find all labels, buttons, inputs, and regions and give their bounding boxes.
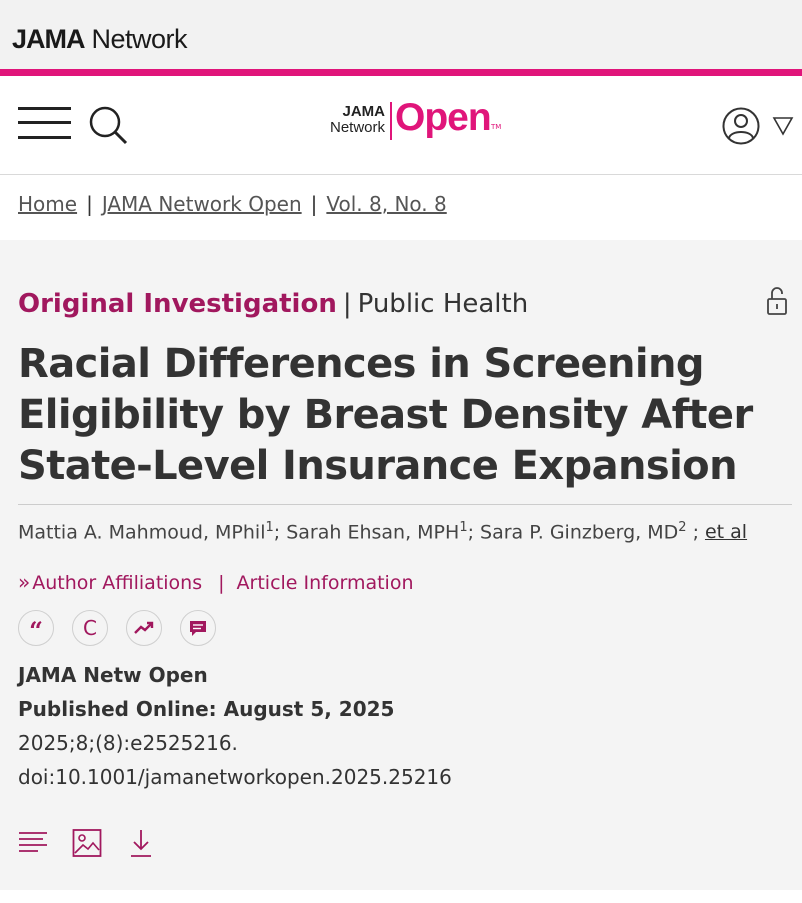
article-type[interactable]: Original Investigation — [18, 289, 337, 319]
breadcrumb-home[interactable]: Home — [18, 192, 78, 216]
site-header: JAMA Network Open TM — [0, 76, 802, 175]
breadcrumb-separator: | — [310, 192, 318, 216]
open-access-unlock-icon — [766, 285, 788, 317]
metrics-trend-icon[interactable] — [126, 610, 162, 646]
cite-glyph: “ — [29, 616, 43, 645]
network-brand-bar: JAMA Network — [0, 0, 802, 69]
logo-line1: JAMA — [342, 103, 385, 120]
author-affiliations-label: Author Affiliations — [32, 572, 203, 594]
article-category: Original Investigation | Public Health — [18, 289, 528, 319]
download-icon[interactable] — [126, 828, 156, 858]
cite-quote-icon[interactable]: “ — [18, 610, 54, 646]
author-affil-sup: 2 — [678, 520, 687, 535]
author-name[interactable]: Sara P. Ginzberg, MD — [480, 521, 679, 544]
title-divider — [18, 504, 792, 505]
author-name[interactable]: Sarah Ehsan, MPH — [286, 521, 460, 544]
journal-abbreviation: JAMA Netw Open — [18, 663, 208, 687]
logo-small-text: JAMA Network — [322, 104, 385, 136]
author-separator: ; — [692, 521, 699, 544]
permissions-c-icon[interactable]: C — [72, 610, 108, 646]
jama-network-open-logo[interactable]: JAMA Network Open TM — [322, 96, 512, 142]
article-title: Racial Differences in Screening Eligibil… — [18, 341, 753, 489]
article-topic[interactable]: Public Health — [357, 289, 529, 319]
info-links-separator: | — [218, 572, 225, 594]
logo-line2: Network — [329, 119, 385, 136]
breadcrumb-issue[interactable]: Vol. 8, No. 8 — [326, 192, 447, 216]
brand-suffix: Network — [84, 24, 188, 54]
hamburger-menu-icon[interactable] — [18, 106, 72, 140]
logo-divider — [390, 102, 392, 140]
article-citation: JAMA Netw Open Published Online: August … — [18, 658, 452, 794]
doi[interactable]: doi:10.1001/jamanetworkopen.2025.25216 — [18, 765, 452, 789]
author-name[interactable]: Mattia A. Mahmoud, MPhil — [18, 521, 266, 544]
jama-network-brand[interactable]: JAMA Network — [12, 24, 188, 55]
user-account-icon[interactable] — [722, 107, 760, 145]
caret-down-icon[interactable] — [772, 116, 794, 136]
author-affil-sup: 1 — [459, 520, 468, 535]
breadcrumb-separator: | — [86, 192, 93, 216]
author-affil-sup: 1 — [265, 520, 274, 535]
comment-icon[interactable] — [180, 610, 216, 646]
logo-trademark: TM — [491, 123, 502, 131]
volume-issue-citation: 2025;8;(8):e2525216. — [18, 731, 238, 755]
author-affiliations-link[interactable]: » Author Affiliations — [18, 570, 203, 594]
logo-open-word: Open — [395, 96, 492, 139]
breadcrumb: Home | JAMA Network Open | Vol. 8, No. 8 — [18, 192, 447, 216]
brand-prefix: JAMA — [12, 24, 86, 54]
article-information-link[interactable]: Article Information — [236, 572, 414, 594]
accent-line — [0, 69, 802, 76]
category-divider: | — [342, 289, 352, 319]
permissions-glyph: C — [83, 616, 97, 640]
figures-image-icon[interactable] — [72, 828, 102, 858]
author-list: Mattia A. Mahmoud, MPhil1; Sarah Ehsan, … — [18, 520, 747, 543]
double-chevron-right-icon: » — [18, 570, 31, 594]
author-separator: ; — [467, 521, 474, 544]
search-icon[interactable] — [88, 105, 130, 147]
article-header-panel: Original Investigation | Public Health Rac… — [0, 240, 802, 890]
breadcrumb-journal[interactable]: JAMA Network Open — [101, 192, 302, 216]
author-separator: ; — [273, 521, 281, 544]
full-text-icon[interactable] — [18, 828, 48, 858]
et-al-link[interactable]: et al — [704, 521, 748, 544]
published-date: Published Online: August 5, 2025 — [18, 697, 395, 721]
article-info-links: » Author Affiliations | Article Information — [18, 570, 414, 594]
